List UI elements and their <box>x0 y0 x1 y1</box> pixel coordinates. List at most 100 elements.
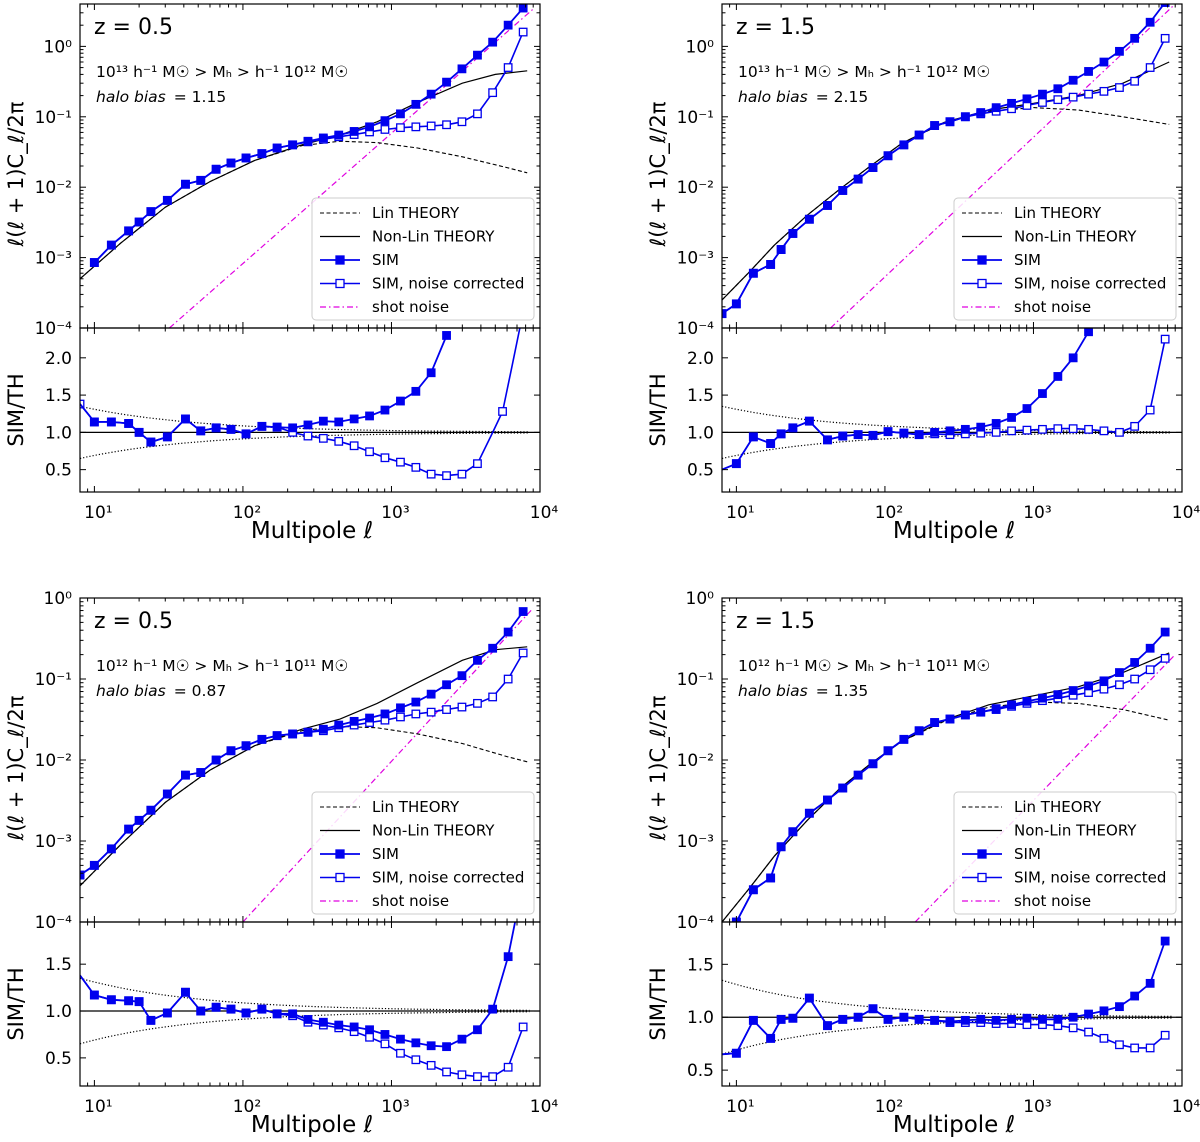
nonlin-theory-line <box>80 646 528 887</box>
error-envelope-upper <box>80 977 530 1011</box>
sim-noise-corrected-point <box>518 27 528 37</box>
ratio-sim-noise-corrected-point <box>380 1039 390 1049</box>
y-axis-label-bottom: SIM/TH <box>646 373 670 446</box>
ratio-sim-noise-corrected-point <box>1038 424 1047 434</box>
y-tick-label: 10⁰ <box>44 589 73 609</box>
legend: Lin THEORY Non-Lin THEORY SIM SIM, noise co… <box>311 197 535 321</box>
x-tick-label: 10⁴ <box>1172 1097 1200 1117</box>
y-tick-label: 10⁰ <box>44 37 73 57</box>
ratio-sim-noise-corrected-point <box>1145 405 1155 415</box>
sim-noise-corrected-point <box>411 709 421 719</box>
legend-label-sim: SIM <box>1014 845 1041 863</box>
y-tick-label: 10⁻² <box>677 178 714 198</box>
sim-point <box>303 727 313 737</box>
y-tick-label: 10⁰ <box>686 589 715 609</box>
sim-point <box>146 207 156 217</box>
sim-point <box>124 226 134 236</box>
ratio-sim-point <box>196 1006 206 1016</box>
sim-point <box>503 627 513 637</box>
ratio-sim-point <box>380 1030 390 1039</box>
halo-bias-label: halo bias = 1.35 <box>738 682 868 700</box>
ratio-sim-noise-corrected-point <box>365 447 374 457</box>
mass-range-label: 10¹³ h⁻¹ M☉ > Mₕ > h⁻¹ 10¹² M☉ <box>738 63 990 81</box>
legend-label-nonlin: Non-Lin THEORY <box>372 228 495 246</box>
ratio-sim-line <box>80 922 516 1048</box>
y-tick-label: 10⁻³ <box>677 832 714 852</box>
sim-point <box>914 726 924 736</box>
ratio-sim-point <box>776 1014 786 1024</box>
ratio-sim-noise-corrected-point <box>518 1022 528 1032</box>
sim-noise-corrected-point <box>457 117 467 127</box>
ratio-sim-noise-corrected-markers <box>731 334 1170 469</box>
sim-point <box>853 174 863 184</box>
legend: Lin THEORY Non-Lin THEORY SIM SIM, noise co… <box>953 197 1177 321</box>
ratio-sim-point <box>146 1015 156 1025</box>
legend-marker-sim <box>335 255 345 265</box>
sim-point <box>241 741 251 751</box>
sim-point <box>991 103 1001 113</box>
x-tick-label: 10¹ <box>84 503 112 523</box>
sim-point <box>1099 676 1109 686</box>
y-tick-label: 10⁻⁴ <box>35 913 73 933</box>
sim-point <box>442 680 451 690</box>
sim-point <box>960 112 970 122</box>
legend-label-sim: SIM <box>1014 251 1041 269</box>
sim-point <box>838 186 848 195</box>
y-tick-label: 10⁻⁴ <box>35 319 73 339</box>
ratio-sim-point <box>776 429 786 439</box>
sim-point <box>134 815 144 825</box>
sim-noise-corrected-point <box>1160 653 1170 663</box>
ratio-sim-point <box>411 386 421 396</box>
ratio-sim-point <box>426 1041 436 1051</box>
sim-noise-corrected-point <box>1160 33 1170 43</box>
legend-label-lin: Lin THEORY <box>1014 798 1102 816</box>
sim-point <box>106 844 116 854</box>
halo-bias-label: halo bias = 1.15 <box>96 88 226 106</box>
ratio-sim-point <box>473 1025 482 1035</box>
sim-point <box>1099 57 1109 67</box>
ratio-sim-noise-corrected-point <box>1099 1033 1109 1043</box>
sim-point <box>473 655 482 665</box>
sim-point <box>868 163 878 172</box>
ratio-sim-point <box>106 417 116 427</box>
error-envelope-upper <box>722 979 1172 1017</box>
sim-point <box>334 130 344 140</box>
legend: Lin THEORY Non-Lin THEORY SIM SIM, noise co… <box>311 791 535 915</box>
y-tick-label: 10⁻¹ <box>677 108 714 128</box>
ratio-sim-point <box>162 1008 172 1018</box>
legend-label-simnc: SIM, noise corrected <box>372 275 524 293</box>
ratio-sim-noise-corrected-point <box>503 1062 513 1072</box>
legend-label-lin: Lin THEORY <box>372 204 460 222</box>
ratio-sim-markers <box>731 936 1170 1058</box>
x-axis-label: Multipole ℓ <box>251 1112 373 1138</box>
shot-noise-line <box>242 607 534 922</box>
sim-point <box>823 795 832 805</box>
legend-box <box>953 197 1177 321</box>
y-tick-label: 1.5 <box>687 386 714 406</box>
y-tick-label: 0.5 <box>45 461 72 481</box>
sim-point <box>1130 658 1140 667</box>
sim-noise-corrected-point <box>488 692 498 702</box>
ratio-sim-noise-corrected-point <box>473 459 482 469</box>
ratio-sim-point <box>365 411 374 421</box>
ratio-sim-point <box>1084 328 1093 337</box>
ratio-sim-point <box>804 993 814 1003</box>
sim-point <box>731 299 741 309</box>
ratio-sim-point <box>211 1002 221 1012</box>
legend-marker-simnc <box>977 278 987 289</box>
sim-point <box>776 245 786 254</box>
ratio-sim-point <box>396 1034 405 1044</box>
ratio-sim-noise-corrected-line <box>722 339 1166 471</box>
sim-point <box>411 697 421 707</box>
ratio-sim-point <box>991 419 1001 428</box>
ratio-sim-noise-corrected-point <box>303 431 313 441</box>
legend-label-lin: Lin THEORY <box>372 798 460 816</box>
ratio-sim-line <box>722 940 1166 1056</box>
bottom-axes-frame <box>721 921 1183 1087</box>
ratio-sim-point <box>766 1033 776 1043</box>
y-tick-label: 10⁻¹ <box>35 108 72 128</box>
sim-point <box>257 149 267 159</box>
bottom-axes-frame <box>721 327 1183 493</box>
sim-point <box>991 704 1001 714</box>
sim-point <box>883 746 893 756</box>
